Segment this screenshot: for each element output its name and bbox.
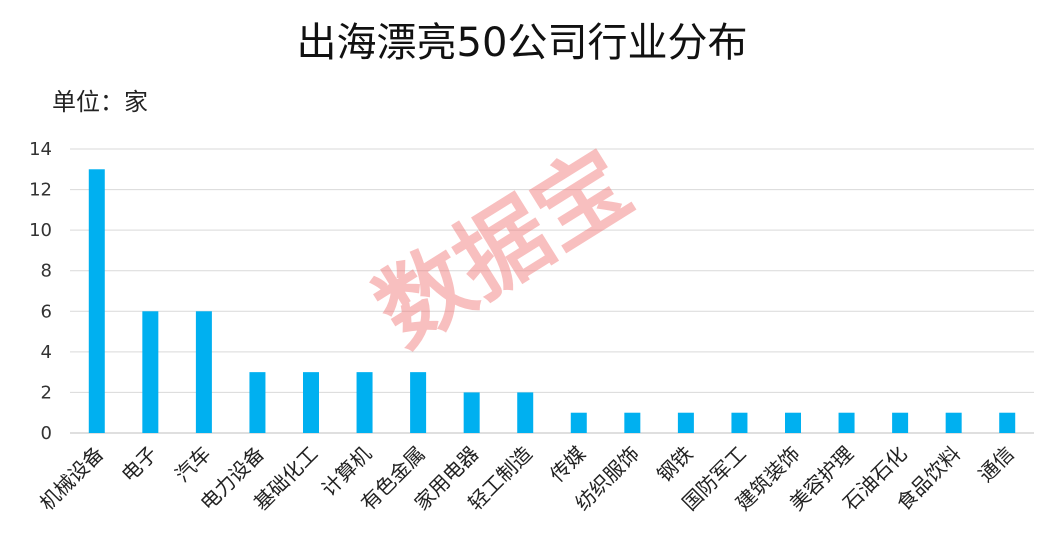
- watermark: 数据宝: [358, 130, 649, 367]
- bar: [999, 412, 1016, 433]
- x-tick-label: 钢铁: [652, 442, 697, 487]
- y-tick-label: 0: [41, 423, 52, 444]
- bar: [838, 412, 855, 433]
- bar: [731, 412, 748, 433]
- y-tick-label: 12: [29, 180, 52, 201]
- x-tick-label: 电子: [117, 442, 162, 487]
- y-tick-label: 2: [41, 382, 52, 403]
- y-tick-label: 6: [41, 301, 52, 322]
- bar: [785, 412, 801, 433]
- x-tick-label: 汽车: [170, 442, 215, 487]
- x-tick-label: 传媒: [545, 442, 590, 487]
- bar: [677, 412, 694, 433]
- bar: [303, 372, 319, 433]
- y-tick-label: 8: [41, 261, 52, 282]
- bar: [249, 372, 266, 433]
- y-tick-label: 4: [41, 342, 52, 363]
- bar: [570, 412, 587, 433]
- y-tick-label: 14: [29, 139, 52, 160]
- bar: [945, 412, 962, 433]
- y-axis-ticks: 0 2 4 6 8 10 12 14: [29, 139, 52, 444]
- x-tick-label: 机械设备: [35, 442, 109, 516]
- chart-title: 出海漂亮50公司行业分布: [297, 20, 748, 66]
- bar: [356, 372, 373, 433]
- bar: [624, 412, 641, 433]
- bar: [463, 392, 480, 433]
- bars: [88, 169, 1016, 434]
- bar: [892, 412, 909, 433]
- bar: [517, 392, 534, 433]
- bar: [195, 311, 212, 433]
- bar: [410, 372, 427, 433]
- unit-label: 单位：家: [52, 88, 148, 116]
- bar: [142, 311, 159, 433]
- gridlines: [70, 148, 1034, 434]
- y-tick-label: 10: [29, 220, 52, 241]
- bar: [88, 169, 105, 434]
- x-tick-label: 通信: [974, 442, 1019, 487]
